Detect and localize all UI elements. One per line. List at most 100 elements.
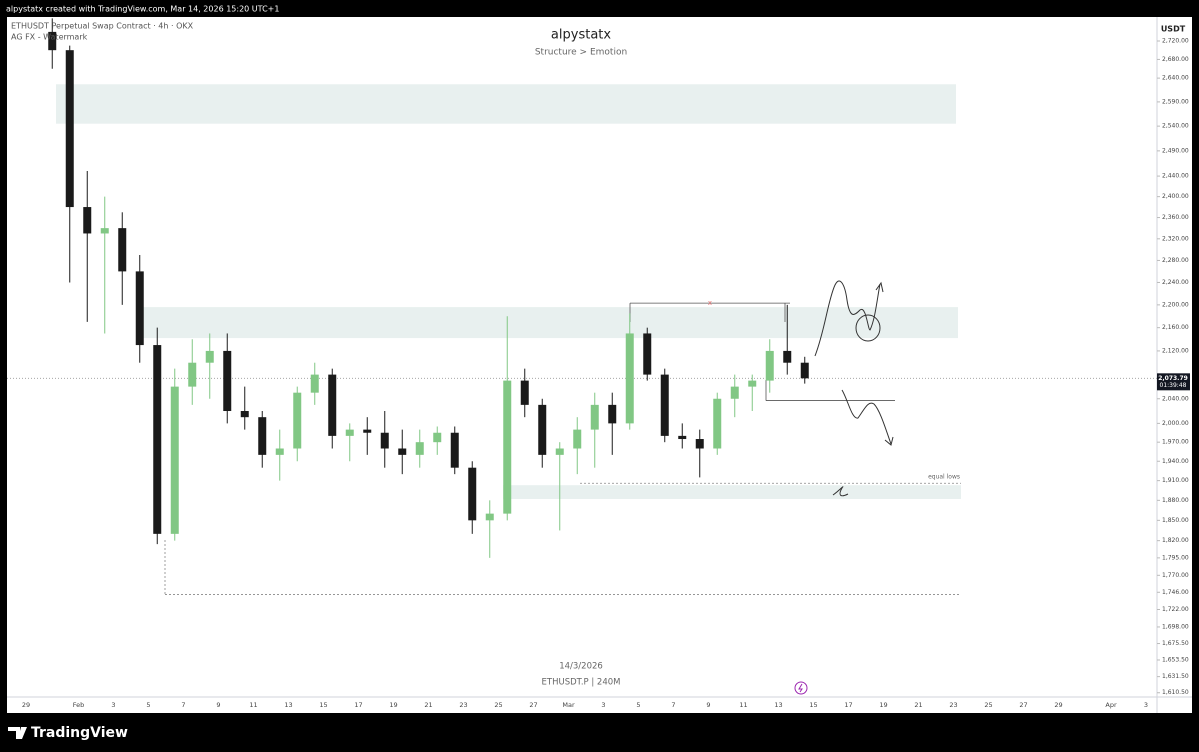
hand-drawings (814, 280, 894, 497)
brand-logo (8, 727, 27, 739)
drawing-up (814, 280, 881, 357)
zone (503, 485, 961, 500)
x-tick-label: Mar (562, 701, 575, 709)
candle-body (643, 333, 652, 375)
candle-body (538, 404, 547, 455)
y-tick-label: 2,040.00 (1162, 395, 1189, 402)
candle-body (170, 386, 179, 534)
candle-body (783, 350, 792, 363)
annotation: equal lows (928, 474, 960, 481)
y-tick-label: 2,360.00 (1162, 214, 1189, 221)
y-tick-label: 2,640.00 (1162, 75, 1189, 82)
event-icon[interactable] (794, 681, 808, 695)
y-tick-label: 1,910.00 (1162, 477, 1189, 484)
candle-body (240, 411, 249, 418)
x-tick-label: Apr (1105, 701, 1117, 709)
candle-body (765, 350, 774, 381)
y-tick-label: 2,000.00 (1162, 420, 1189, 427)
x-tick-label: 3 (111, 701, 115, 709)
marker-label: x (708, 299, 712, 307)
indicator-line: AG FX - Watermark (11, 33, 88, 42)
candle-body (555, 448, 564, 455)
y-tick-label: 2,320.00 (1162, 235, 1189, 242)
y-tick-label: 1,746.00 (1162, 589, 1189, 596)
candle-body (118, 228, 127, 272)
zone (143, 307, 958, 339)
x-tick-label: 25 (984, 701, 992, 709)
candle-body (398, 448, 407, 455)
candle-body (590, 404, 599, 430)
y-tick-label: 1,795.00 (1162, 554, 1189, 561)
candle-body (83, 207, 92, 234)
header-text: alpystatx created with TradingView.com, … (6, 5, 279, 14)
x-tick-label: 21 (424, 701, 432, 709)
y-tick-label: 2,200.00 (1162, 301, 1189, 308)
y-tick-label: 2,160.00 (1162, 324, 1189, 331)
candle-body (293, 392, 302, 449)
candle-body (713, 398, 722, 449)
countdown: 01:39:48 (1160, 382, 1187, 389)
price-tag (1157, 373, 1190, 391)
y-tick-label: 1,722.00 (1162, 606, 1189, 613)
y-tick-label: 1,631.50 (1162, 673, 1189, 680)
drawing-down (841, 389, 892, 445)
zone (56, 84, 956, 124)
watermark-date: 14/3/2026 (559, 662, 603, 672)
candle-body (485, 513, 494, 521)
candle-body (363, 429, 372, 433)
x-tick-label: 7 (671, 701, 675, 709)
x-tick-label: 25 (494, 701, 502, 709)
x-tick-label: 19 (879, 701, 887, 709)
candle-body (328, 374, 337, 436)
x-tick-label: 27 (529, 701, 537, 709)
symbol-line: ETHUSDT Perpetual Swap Contract · 4h · O… (11, 22, 194, 31)
arrow-head (884, 436, 894, 446)
candle-body (205, 350, 214, 363)
candle-body (415, 442, 424, 455)
candle-body (65, 50, 74, 208)
brand-text: TradingView (31, 725, 128, 741)
candle-body (695, 439, 704, 449)
y-tick-label: 1,653.50 (1162, 656, 1189, 663)
candle-body (345, 429, 354, 436)
x-tick-label: 21 (914, 701, 922, 709)
y-tick-label: 2,440.00 (1162, 173, 1189, 180)
candle-body (573, 429, 582, 449)
x-tick-label: 11 (739, 701, 747, 709)
x-tick-label: 3 (601, 701, 605, 709)
candle-body (135, 271, 144, 346)
x-tick-label: Feb (73, 701, 85, 709)
candle-body (258, 417, 267, 455)
x-tick-label: 3 (1144, 701, 1148, 709)
x-tick-label: 29 (22, 701, 30, 709)
x-tick-label: 11 (249, 701, 257, 709)
candle-body (223, 350, 232, 412)
x-tick-label: 7 (181, 701, 185, 709)
y-tick-label: 2,400.00 (1162, 193, 1189, 200)
y-tick-label: 2,240.00 (1162, 279, 1189, 286)
drawing-scribble (832, 486, 849, 497)
y-tick-label: 2,490.00 (1162, 147, 1189, 154)
candle-body (275, 448, 284, 455)
x-tick-label: 15 (809, 701, 817, 709)
currency-label: USDT (1161, 25, 1186, 34)
x-tick-label: 17 (844, 701, 852, 709)
y-tick-label: 2,280.00 (1162, 257, 1189, 264)
candle-body (450, 432, 459, 468)
candle-body (625, 333, 634, 424)
candle-body (660, 374, 669, 436)
candle-body (678, 435, 687, 440)
candle-body (468, 467, 477, 521)
x-tick-label: 9 (706, 701, 710, 709)
y-tick-label: 2,680.00 (1162, 56, 1189, 63)
price-tag-label: 2,073.79 (1158, 375, 1188, 382)
x-tick-label: 5 (636, 701, 640, 709)
y-tick-label: 1,820.00 (1162, 537, 1189, 544)
candle-body (48, 31, 57, 51)
y-tick-label: 2,540.00 (1162, 123, 1189, 130)
x-tick-label: 27 (1019, 701, 1027, 709)
chart-title: alpystatx (551, 28, 611, 43)
chart-panel (7, 17, 1192, 713)
chart-subtitle: Structure > Emotion (535, 48, 627, 58)
